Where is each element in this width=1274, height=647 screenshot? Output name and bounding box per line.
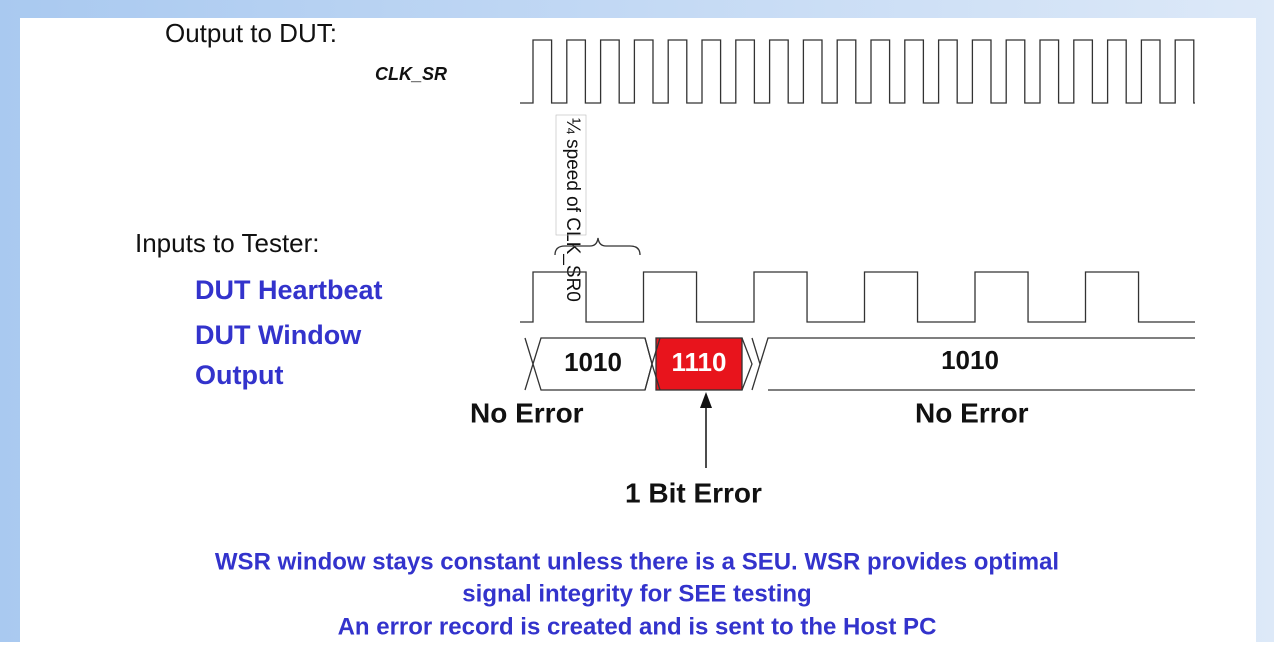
footer-text: WSR window stays constant unless there i… [215,548,1059,575]
bus-word: 1010 [564,347,622,377]
window-label: Output [195,360,283,390]
bus-word: 1010 [941,345,999,375]
heartbeat-label: DUT Heartbeat [195,275,383,305]
waveform [520,271,1195,323]
note-box [555,114,587,236]
footer-text: An error record is created and is sent t… [338,613,937,640]
input-title: Inputs to Tester: [135,228,320,258]
clk-label: CLK_SR [375,64,447,84]
brace [554,237,641,256]
footer-text: signal integrity for SEE testing [462,580,811,607]
window-label: DUT Window [195,320,362,350]
bus-word: 1110 [672,347,727,377]
waveform [520,39,1195,104]
arrow-head [700,392,712,408]
error-box [655,337,743,391]
error-label: 1 Bit Error [625,477,762,508]
status-label: No Error [915,397,1029,428]
status-label: No Error [470,397,584,428]
panel [20,18,1256,642]
output-title: Output to DUT: [165,18,337,48]
speed-note: ¼ speed of CLK_SR0 [562,118,583,302]
bus-segment [644,337,1195,391]
